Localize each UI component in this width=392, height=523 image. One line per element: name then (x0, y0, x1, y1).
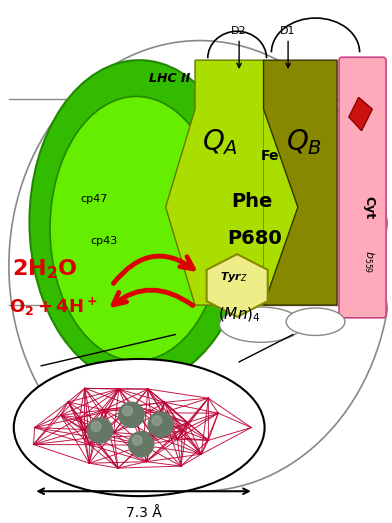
Circle shape (123, 406, 132, 416)
Polygon shape (166, 60, 298, 305)
Text: LHC II: LHC II (149, 72, 190, 85)
Text: P680: P680 (227, 230, 282, 248)
Polygon shape (263, 60, 337, 305)
Ellipse shape (220, 307, 302, 343)
Text: $Q_A$: $Q_A$ (202, 127, 238, 157)
Ellipse shape (50, 96, 222, 361)
Text: $Q_B$: $Q_B$ (286, 127, 322, 157)
Circle shape (119, 402, 144, 428)
Circle shape (91, 422, 101, 431)
Text: $b_{559}$: $b_{559}$ (361, 249, 375, 272)
Circle shape (129, 431, 154, 457)
Text: Phe: Phe (231, 192, 273, 211)
Polygon shape (263, 109, 308, 305)
Circle shape (87, 418, 113, 443)
Ellipse shape (9, 41, 391, 491)
Circle shape (148, 412, 174, 437)
Polygon shape (207, 254, 268, 317)
Text: Fe: Fe (261, 149, 279, 163)
Ellipse shape (29, 60, 249, 383)
Text: 7.3 Å: 7.3 Å (126, 506, 162, 520)
Text: D1: D1 (280, 26, 296, 67)
FancyBboxPatch shape (339, 57, 386, 318)
FancyArrowPatch shape (113, 256, 193, 283)
Text: $\mathbf{O_2+4H^+}$: $\mathbf{O_2+4H^+}$ (9, 296, 97, 318)
Text: Cyt: Cyt (362, 196, 375, 219)
Circle shape (132, 435, 142, 445)
FancyArrowPatch shape (113, 290, 193, 305)
Text: cp47: cp47 (80, 194, 108, 204)
Circle shape (152, 416, 162, 426)
Text: $\mathbf{2H_2O}$: $\mathbf{2H_2O}$ (12, 258, 78, 281)
Text: cp43: cp43 (90, 236, 118, 246)
Text: D2: D2 (231, 26, 247, 67)
Text: Tyr$_Z$: Tyr$_Z$ (220, 270, 247, 283)
Text: $(Mn)_4$: $(Mn)_4$ (218, 306, 261, 324)
Ellipse shape (286, 308, 345, 335)
Polygon shape (349, 97, 372, 131)
Ellipse shape (14, 359, 265, 496)
